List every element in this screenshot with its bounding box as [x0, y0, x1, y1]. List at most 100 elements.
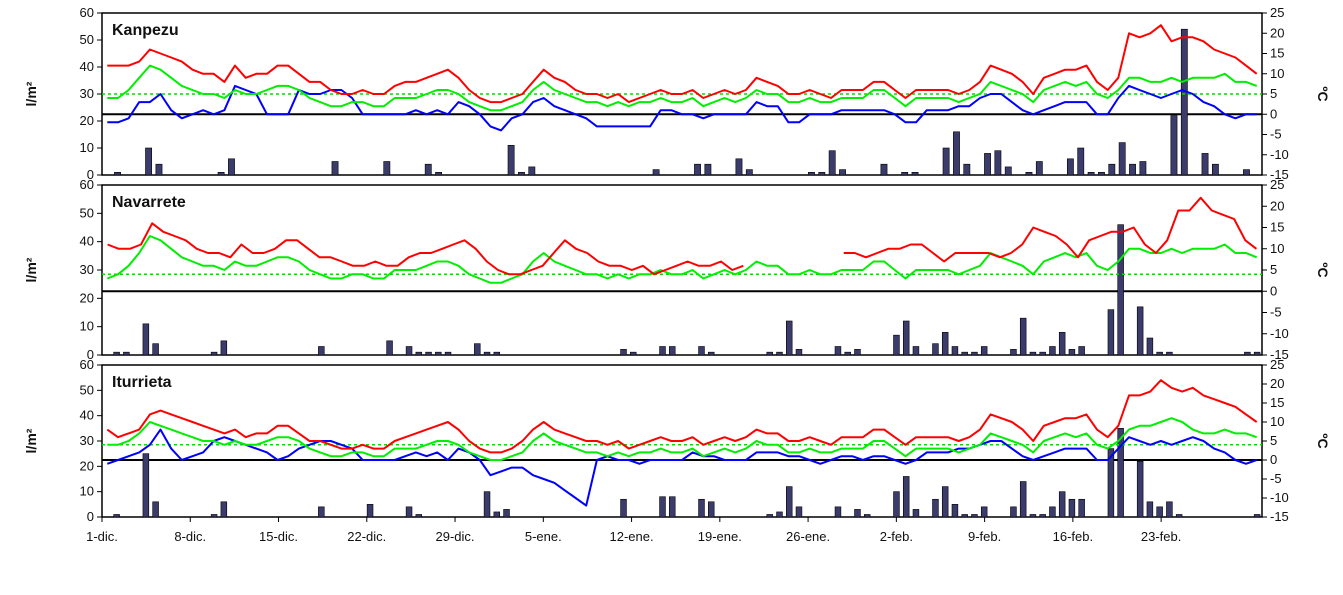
left-tick-label: 30 [80, 433, 94, 448]
right-tick-label: 10 [1270, 241, 1284, 256]
precip-bar [1087, 172, 1095, 176]
left-tick-label: 40 [80, 234, 94, 249]
precip-bar [1025, 172, 1033, 176]
right-tick-label: 5 [1270, 433, 1277, 448]
precip-bar [942, 147, 950, 176]
precip-bar [659, 496, 666, 518]
right-tick-label: -5 [1270, 127, 1282, 142]
precip-bar [766, 514, 773, 518]
precip-bar [1201, 153, 1209, 176]
left-tick-label: 60 [80, 5, 94, 20]
x-tick-label: 19-ene. [698, 529, 742, 544]
right-tick-label: 10 [1270, 414, 1284, 429]
right-tick-label: -5 [1270, 471, 1282, 486]
right-tick-label: 20 [1270, 376, 1284, 391]
precip-bar [113, 514, 120, 518]
precip-bar [941, 332, 949, 356]
precip-bar [786, 320, 793, 356]
precip-bar [694, 163, 701, 176]
precip-bar [1117, 224, 1124, 356]
precip-bar [528, 166, 536, 176]
precip-bar [1029, 351, 1037, 356]
precip-bar [1108, 163, 1116, 176]
precip-bar [1098, 172, 1105, 176]
right-axis-unit: ºC [1315, 433, 1331, 448]
precip-bar [152, 501, 159, 518]
precip-bar [1039, 351, 1046, 356]
left-tick-label: 10 [80, 140, 94, 155]
right-tick-label: -5 [1270, 305, 1282, 320]
tmax-line [106, 379, 1258, 454]
precip-bar [1118, 142, 1126, 176]
precip-bar [902, 320, 910, 356]
right-tick-label: 10 [1270, 66, 1284, 81]
tmean-line [107, 417, 1258, 461]
precip-bar [474, 343, 481, 356]
tmax-line [107, 222, 744, 276]
left-tick-label: 40 [80, 59, 94, 74]
left-tick-label: 0 [87, 509, 94, 524]
precip-bar [507, 145, 515, 176]
precip-bar [415, 514, 423, 518]
precip-bar [961, 351, 968, 356]
right-tick-label: 20 [1270, 198, 1284, 213]
precip-bar [1170, 115, 1178, 176]
precip-bar [786, 486, 793, 518]
precip-bar [123, 351, 130, 356]
precip-bar [1156, 506, 1163, 518]
precip-bar [980, 346, 988, 356]
precip-bar [808, 172, 815, 176]
precip-bar [834, 506, 842, 518]
left-tick-label: 60 [80, 177, 94, 192]
tmax-line [843, 196, 1258, 263]
precip-bar [971, 514, 978, 518]
precip-bar [844, 351, 851, 356]
precip-bar [620, 498, 627, 518]
right-tick-label: 20 [1270, 25, 1284, 40]
precip-bar [113, 351, 120, 356]
precip-bar [912, 346, 920, 356]
precip-bar [1253, 514, 1261, 518]
precip-bar [435, 172, 443, 176]
x-tick-label: 16-feb. [1053, 529, 1093, 544]
left-tick-label: 40 [80, 408, 94, 423]
right-tick-label: 25 [1270, 177, 1284, 192]
x-tick-label: 23-feb. [1141, 529, 1181, 544]
precip-bar [708, 501, 715, 518]
precip-bar [984, 153, 991, 176]
precip-bar [745, 169, 753, 176]
precip-bar [880, 163, 888, 176]
precip-bar [1066, 158, 1074, 176]
precip-bar [1107, 448, 1115, 518]
left-tick-label: 60 [80, 357, 94, 372]
panel-title: Kanpezu [112, 22, 179, 39]
precip-bar [152, 343, 159, 356]
precip-bar [735, 158, 743, 176]
precip-bar [834, 346, 842, 356]
precip-bar [1253, 351, 1261, 356]
precip-bar [963, 163, 971, 176]
precip-bar [620, 349, 627, 356]
precip-bar [405, 506, 413, 518]
left-tick-label: 20 [80, 113, 94, 128]
right-tick-label: 15 [1270, 220, 1284, 235]
precip-bar [503, 509, 510, 518]
precip-bar [669, 496, 676, 518]
panel-title: Navarrete [112, 194, 186, 211]
precip-bar [652, 169, 660, 176]
precip-bar [383, 161, 391, 176]
right-axis-unit: ºC [1315, 262, 1331, 277]
precip-bar [659, 346, 666, 356]
tmean-line [107, 64, 1258, 112]
precip-bar [1077, 147, 1085, 176]
precip-bar [901, 172, 909, 176]
precip-bar [1166, 501, 1173, 518]
right-tick-label: 15 [1270, 46, 1284, 61]
precip-bar [912, 509, 920, 518]
precip-bar [863, 514, 871, 518]
precip-bar [818, 172, 826, 176]
right-tick-label: -15 [1270, 167, 1289, 182]
right-tick-label: 25 [1270, 357, 1284, 372]
